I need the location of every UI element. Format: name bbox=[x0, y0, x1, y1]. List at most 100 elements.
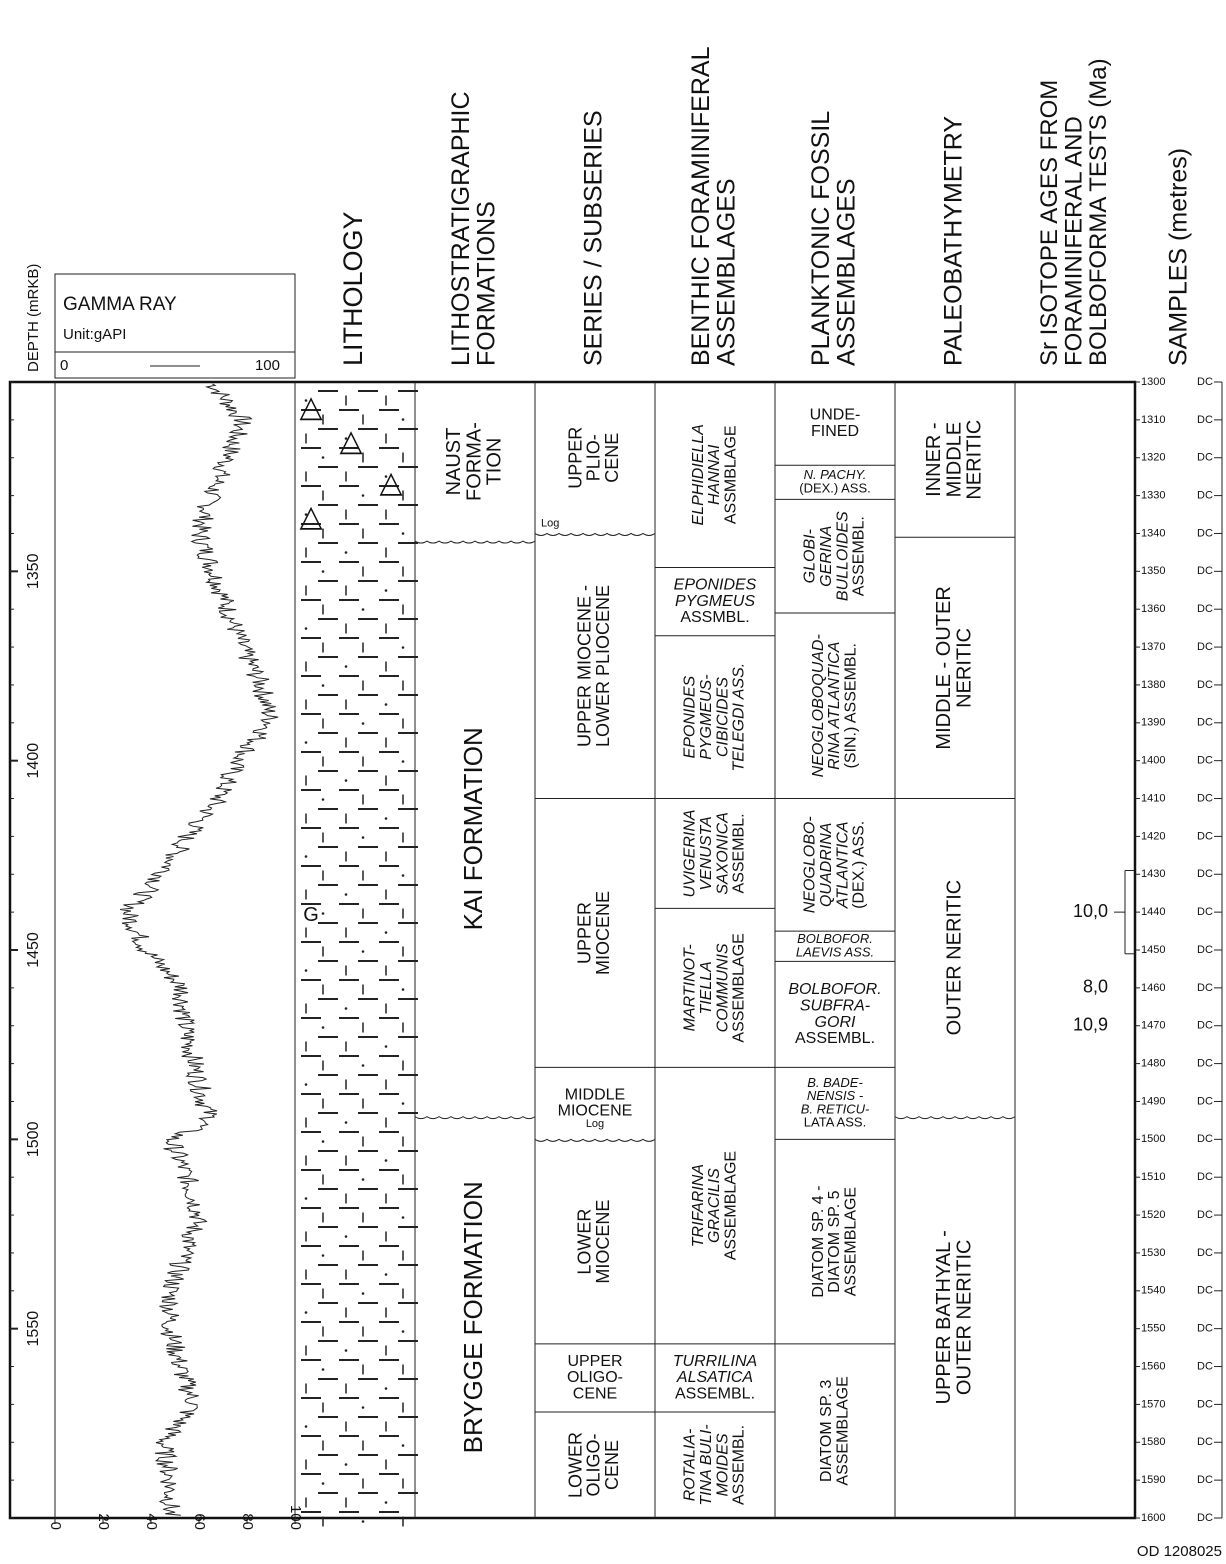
formation-label: KAI FORMATION bbox=[458, 727, 488, 930]
sample-type-label: DC bbox=[1197, 1020, 1213, 1032]
series-label: UPPER bbox=[567, 1353, 622, 1370]
silt-dot bbox=[344, 437, 348, 440]
series-label: UPPER MIOCENE - bbox=[575, 585, 595, 747]
sample-depth-label: 1460 bbox=[1141, 982, 1165, 994]
gamma-axis-label: 100 bbox=[287, 1505, 304, 1530]
silt-dot bbox=[361, 1178, 365, 1181]
series-label: OLIGO- bbox=[584, 1433, 604, 1496]
sr-isotope-header-line: BOLBOFORMA TESTS (Ma) bbox=[1085, 58, 1112, 366]
gamma-header-frame bbox=[54, 273, 296, 379]
silt-dot bbox=[321, 1026, 325, 1029]
silt-dot bbox=[384, 931, 388, 934]
silt-dot bbox=[361, 836, 365, 839]
series-label: CENE bbox=[573, 1385, 617, 1402]
paleobathymetry-label: MIDDLE - OUTER bbox=[933, 586, 955, 749]
series-label: MIOCENE bbox=[593, 1200, 613, 1284]
sample-type-label: DC bbox=[1197, 1285, 1213, 1297]
sample-type-label: DC bbox=[1197, 830, 1213, 842]
silt-dot bbox=[361, 950, 365, 953]
formation-label: BRYGGE FORMATION bbox=[458, 1181, 488, 1453]
depth-header: DEPTH (mRKB) bbox=[25, 264, 42, 372]
silt-dot bbox=[344, 893, 348, 896]
sample-type-label: DC bbox=[1197, 376, 1213, 388]
paleobathymetry-label: UPPER BATHYAL - bbox=[933, 1230, 955, 1404]
silt-dot bbox=[401, 1330, 405, 1333]
silt-dot bbox=[384, 1273, 388, 1276]
series-header-line: SERIES / SUBSERIES bbox=[580, 110, 608, 366]
sample-depth-label: 1340 bbox=[1141, 527, 1165, 539]
sample-depth-label: 1500 bbox=[1141, 1133, 1165, 1145]
silt-dot bbox=[384, 1501, 388, 1504]
sr-age-label: 8,0 bbox=[1083, 977, 1108, 997]
gamma-scale-max: 100 bbox=[255, 357, 280, 374]
planktonic-label: (DEX.) ASS. bbox=[851, 821, 868, 909]
silt-dot bbox=[401, 1444, 405, 1447]
paleobathymetry-label: INNER - bbox=[923, 422, 945, 496]
benthic-label: ASSEMBLAGE bbox=[731, 933, 748, 1042]
series-label: PLIO- bbox=[584, 434, 604, 481]
sample-type-label: DC bbox=[1197, 1512, 1213, 1524]
sample-type-label: DC bbox=[1197, 792, 1213, 804]
sample-depth-label: 1300 bbox=[1141, 376, 1165, 388]
benthic-label: MOIDES bbox=[714, 1433, 731, 1496]
benthic-label: ELPHIDIELLA bbox=[690, 424, 707, 525]
benthic-label: TELEGDI ASS. bbox=[731, 663, 748, 772]
sample-type-label: DC bbox=[1197, 1133, 1213, 1145]
planktonic-label: GORI bbox=[815, 1014, 856, 1031]
silt-dot bbox=[321, 684, 325, 687]
planktonic-label: (DEX.) ASS. bbox=[799, 480, 871, 495]
planktonic-label: ATLANTICA bbox=[834, 821, 851, 909]
sample-depth-label: 1390 bbox=[1141, 717, 1165, 729]
sample-depth-label: 1540 bbox=[1141, 1285, 1165, 1297]
sample-depth-label: 1520 bbox=[1141, 1209, 1165, 1221]
sample-depth-label: 1510 bbox=[1141, 1171, 1165, 1183]
sample-depth-label: 1560 bbox=[1141, 1360, 1165, 1372]
silt-dot bbox=[304, 855, 308, 858]
series-label: LOWER bbox=[575, 1209, 595, 1275]
sr-isotope-track: 10,0 8,0 10,9 bbox=[1073, 869, 1135, 1034]
silt-dot bbox=[321, 798, 325, 801]
sample-depth-label: 1350 bbox=[1141, 565, 1165, 577]
sample-depth-label: 1430 bbox=[1141, 868, 1165, 880]
planktonic-label: NEOGLOBO- bbox=[802, 816, 819, 913]
silt-dot bbox=[344, 1235, 348, 1238]
series-label: LOWER bbox=[565, 1432, 585, 1498]
sample-depth-label: 1360 bbox=[1141, 603, 1165, 615]
gamma-ray-track bbox=[120, 383, 279, 1516]
sr-isotope-header-line: Sr ISOTOPE AGES FROM bbox=[1036, 80, 1063, 366]
benthic-label: HANNAI bbox=[706, 444, 723, 505]
silt-dot bbox=[384, 589, 388, 592]
series-label: UPPER bbox=[565, 427, 585, 489]
planktonic-label: BOLBOFOR. bbox=[788, 981, 881, 998]
benthic-label: VENUSTA bbox=[698, 816, 715, 890]
benthic-header-line: BENTHIC FORAMINIFERAL bbox=[687, 46, 715, 366]
silt-dot bbox=[401, 1216, 405, 1219]
sample-depth-label: 1570 bbox=[1141, 1398, 1165, 1410]
sample-type-label: DC bbox=[1197, 565, 1213, 577]
gamma-unit: Unit:gAPI bbox=[63, 326, 126, 343]
silt-dot bbox=[304, 627, 308, 630]
silt-dot bbox=[344, 665, 348, 668]
benthic-label: ROTALIA- bbox=[682, 1429, 699, 1502]
gamma-title: GAMMA RAY bbox=[63, 294, 177, 315]
sample-type-label: DC bbox=[1197, 490, 1213, 502]
depth-major-label: 1400 bbox=[25, 743, 42, 779]
benthic-label: ASSEMBL. bbox=[731, 813, 748, 893]
sample-type-label: DC bbox=[1197, 1360, 1213, 1372]
silt-dot bbox=[401, 760, 405, 763]
sample-type-label: DC bbox=[1197, 414, 1213, 426]
silt-dot bbox=[304, 1197, 308, 1200]
planktonic-label: NENSIS - bbox=[807, 1088, 864, 1103]
planktonic-label: ASSEMBL. bbox=[795, 1030, 875, 1047]
benthic-label: PYGMEUS bbox=[675, 593, 755, 610]
planktonic-label: B. RETICU- bbox=[801, 1101, 870, 1116]
triangle-symbol: △ bbox=[299, 500, 322, 533]
silt-dot bbox=[321, 1368, 325, 1371]
silt-dot bbox=[344, 1007, 348, 1010]
benthic-label: ALSATICA bbox=[676, 1369, 753, 1386]
gamma-axis-label: 40 bbox=[143, 1513, 160, 1530]
sample-depth-label: 1370 bbox=[1141, 641, 1165, 653]
planktonic-label: SUBFRA- bbox=[800, 997, 870, 1014]
silt-dot bbox=[401, 532, 405, 535]
series-label: MIOCENE bbox=[558, 1103, 633, 1120]
